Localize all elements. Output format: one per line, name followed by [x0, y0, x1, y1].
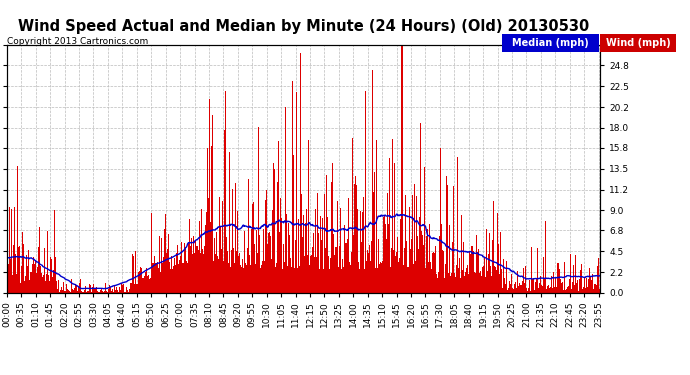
Text: Wind Speed Actual and Median by Minute (24 Hours) (Old) 20130530: Wind Speed Actual and Median by Minute (…: [18, 19, 589, 34]
Text: Wind (mph): Wind (mph): [606, 38, 671, 48]
Text: Copyright 2013 Cartronics.com: Copyright 2013 Cartronics.com: [7, 38, 148, 46]
Text: Median (mph): Median (mph): [512, 38, 589, 48]
